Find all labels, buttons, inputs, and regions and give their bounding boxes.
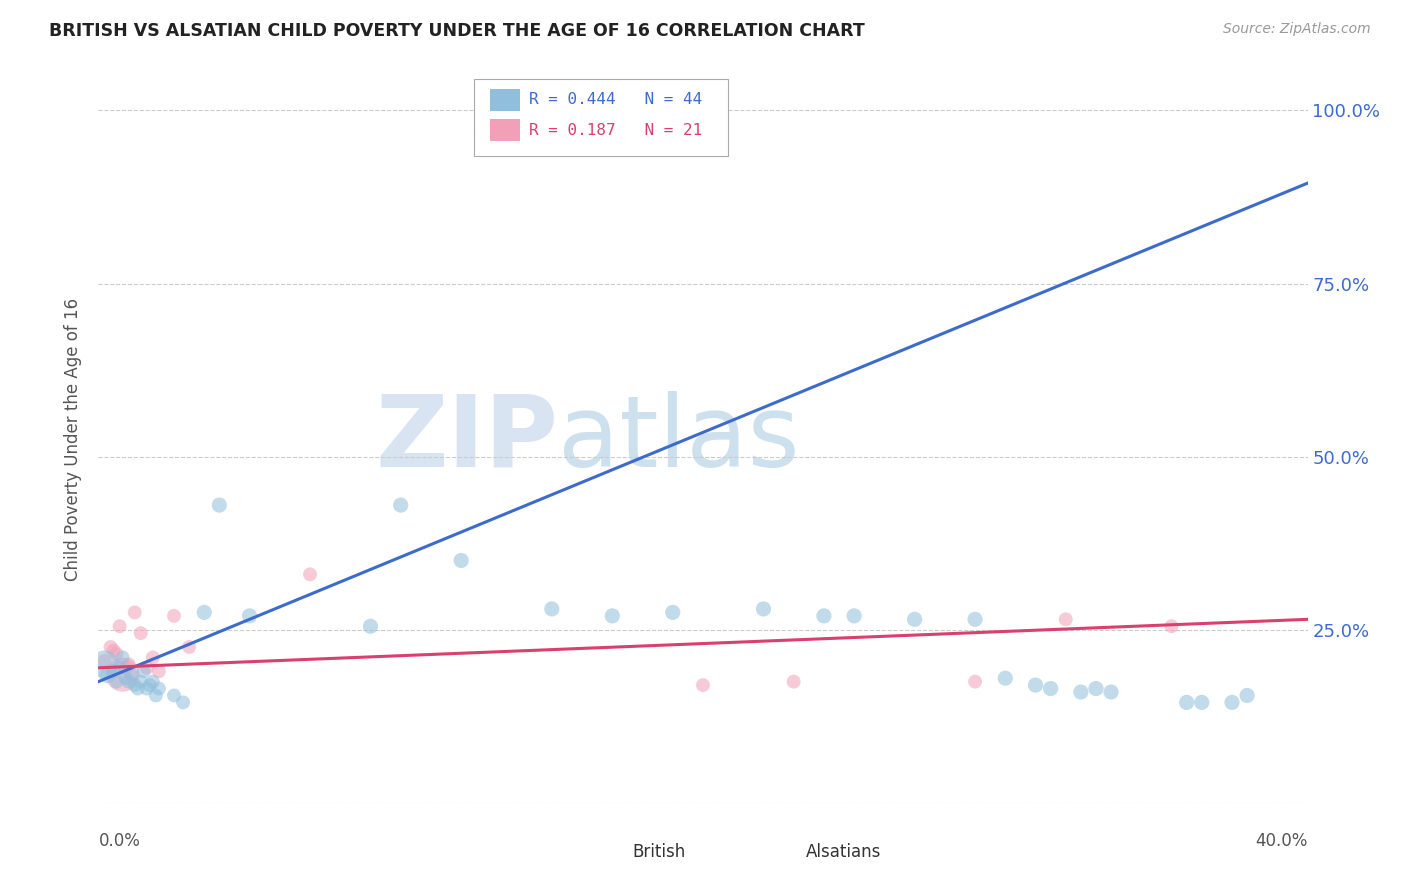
Point [135,661,157,675]
Point [172,695,194,709]
Point [121,667,143,681]
Text: R = 0.444   N = 44: R = 0.444 N = 44 [529,92,702,107]
Bar [600,837,627,855]
Point [450,553,472,567]
Point [692,678,714,692]
Point [540,602,562,616]
Bar [491,89,520,111]
Point [239,608,262,623]
Point [783,674,806,689]
Point [105,674,128,689]
Point [132,665,155,679]
Point [114,671,136,685]
Point [994,671,1017,685]
Text: 40.0%: 40.0% [1256,832,1308,850]
Point [108,661,131,675]
Point [904,612,927,626]
Point [299,567,322,582]
Point [360,619,382,633]
Point [93,654,115,668]
FancyBboxPatch shape [474,79,728,156]
Point [145,689,167,703]
Point [108,619,131,633]
Point [93,657,115,672]
Point [124,606,146,620]
Point [208,498,231,512]
Point [124,678,146,692]
Point [813,608,835,623]
Point [1085,681,1108,696]
Text: ZIP: ZIP [375,391,558,488]
Point [118,674,141,689]
Text: 0.0%: 0.0% [98,832,141,850]
Text: Alsatians: Alsatians [806,843,882,861]
Point [114,661,136,675]
Point [1099,685,1122,699]
Point [1191,695,1213,709]
Point [1160,619,1182,633]
Point [148,681,170,696]
Point [96,667,118,681]
Point [1024,678,1046,692]
Point [752,602,775,616]
Point [135,681,157,696]
Point [111,650,134,665]
Point [118,657,141,672]
Point [1175,695,1198,709]
Point [129,626,152,640]
Point [139,678,162,692]
Point [965,674,987,689]
Point [179,640,201,654]
Point [193,606,215,620]
Bar [491,120,520,141]
Point [100,640,122,654]
Point [111,667,134,681]
Point [844,608,866,623]
Point [1039,681,1062,696]
Point [148,665,170,679]
Point [602,608,624,623]
Text: British: British [633,843,686,861]
Point [103,665,125,679]
Point [142,674,165,689]
Point [163,608,186,623]
Text: R = 0.187   N = 21: R = 0.187 N = 21 [529,123,702,138]
Point [1054,612,1077,626]
Point [142,650,165,665]
Point [105,647,128,661]
Text: atlas: atlas [558,391,800,488]
Text: BRITISH VS ALSATIAN CHILD POVERTY UNDER THE AGE OF 16 CORRELATION CHART: BRITISH VS ALSATIAN CHILD POVERTY UNDER … [49,22,865,40]
Point [1220,695,1243,709]
Point [127,681,149,696]
Point [661,606,683,620]
Point [129,674,152,689]
Point [163,689,186,703]
Point [103,643,125,657]
Y-axis label: Child Poverty Under the Age of 16: Child Poverty Under the Age of 16 [65,298,83,581]
Text: Source: ZipAtlas.com: Source: ZipAtlas.com [1223,22,1371,37]
Bar [773,837,800,855]
Point [1236,689,1258,703]
Point [965,612,987,626]
Point [1070,685,1092,699]
Point [389,498,412,512]
